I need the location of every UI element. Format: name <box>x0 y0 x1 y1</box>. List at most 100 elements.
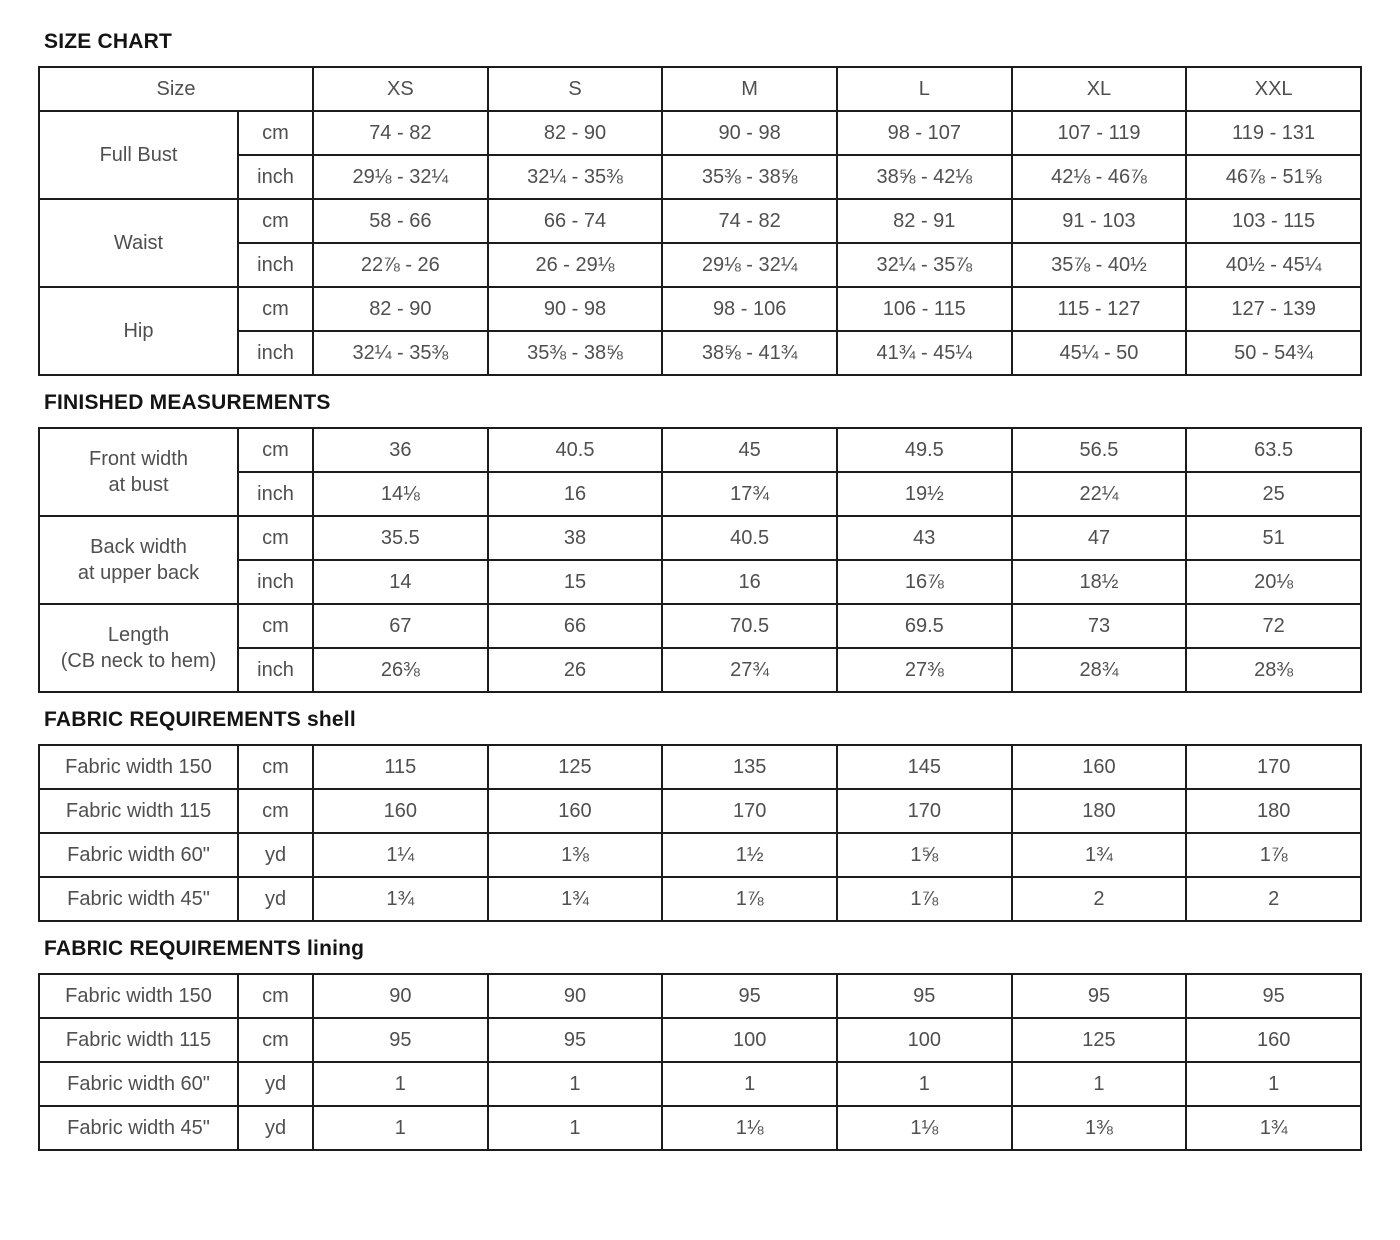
value-cell: 27¾ <box>661 647 838 693</box>
value-cell: 1 <box>661 1061 838 1107</box>
fabric-row: Fabric width 115 cm 95 95 100 100 125 160 <box>38 1017 1362 1063</box>
value-cell: 16 <box>486 471 664 517</box>
value-cell: 1¾ <box>1185 1105 1362 1151</box>
unit-label: cm <box>237 515 314 561</box>
size-col-header: S <box>486 66 664 112</box>
value-cell: 67 <box>312 603 489 649</box>
value-cell: 82 - 90 <box>312 286 489 332</box>
value-cell: 170 <box>835 788 1013 834</box>
fabric-row: Fabric width 115 cm 160 160 170 170 180 180 <box>38 788 1362 834</box>
value-cell: 90 <box>312 973 489 1019</box>
fabric-width-label: Fabric width 115 <box>38 1017 239 1063</box>
value-cell: 20⅛ <box>1185 559 1362 605</box>
value-cell: 1⅝ <box>835 832 1013 878</box>
unit-label: cm <box>237 110 314 156</box>
value-cell: 82 - 90 <box>486 110 664 156</box>
unit-label: cm <box>237 286 314 332</box>
measurement-row: inch 26⅜ 26 27¾ 27⅜ 28¾ 28⅜ <box>39 647 1362 693</box>
value-cell: 103 - 115 <box>1185 198 1362 244</box>
value-cell: 56.5 <box>1010 427 1188 473</box>
measurement-label: Waist <box>38 198 239 288</box>
value-cell: 160 <box>1185 1017 1362 1063</box>
value-cell: 40.5 <box>486 427 664 473</box>
value-cell: 90 - 98 <box>486 286 664 332</box>
value-cell: 69.5 <box>835 603 1013 649</box>
unit-label: yd <box>237 832 314 878</box>
value-cell: 14⅛ <box>312 471 489 517</box>
size-col-header: M <box>661 66 838 112</box>
fabric-row: Fabric width 150 cm 115 125 135 145 160 170 <box>38 744 1362 790</box>
value-cell: 1⅞ <box>835 876 1013 922</box>
fabric-row: Fabric width 150 cm 90 90 95 95 95 95 <box>38 973 1362 1019</box>
fabric-row: Fabric width 60" yd 1 1 1 1 1 1 <box>38 1061 1362 1107</box>
value-cell: 1¼ <box>312 832 489 878</box>
value-cell: 100 <box>835 1017 1013 1063</box>
value-cell: 135 <box>661 744 838 790</box>
value-cell: 18½ <box>1010 559 1188 605</box>
size-col-header: XL <box>1010 66 1188 112</box>
section-heading-fabric-shell: FABRIC REQUIREMENTS shell <box>44 708 356 731</box>
value-cell: 1¾ <box>1010 832 1188 878</box>
value-cell: 38⅝ - 42⅛ <box>835 154 1013 200</box>
value-cell: 1¾ <box>486 876 664 922</box>
value-cell: 160 <box>486 788 664 834</box>
fabric-row: Fabric width 45" yd 1¾ 1¾ 1⅞ 1⅞ 2 2 <box>38 876 1362 922</box>
value-cell: 1 <box>486 1105 664 1151</box>
value-cell: 115 <box>312 744 489 790</box>
value-cell: 119 - 131 <box>1185 110 1362 156</box>
fabric-width-label: Fabric width 115 <box>38 788 239 834</box>
measurement-row: inch 29⅛ - 32¼ 32¼ - 35⅜ 35⅜ - 38⅝ 38⅝ - 42⅛… <box>39 154 1362 200</box>
unit-label: inch <box>237 154 314 200</box>
value-cell: 160 <box>312 788 489 834</box>
value-cell: 1 <box>312 1061 489 1107</box>
value-cell: 1⅞ <box>661 876 838 922</box>
value-cell: 42⅛ - 46⅞ <box>1010 154 1188 200</box>
unit-label: cm <box>237 788 314 834</box>
value-cell: 29⅛ - 32¼ <box>661 242 838 288</box>
value-cell: 106 - 115 <box>835 286 1013 332</box>
value-cell: 66 - 74 <box>486 198 664 244</box>
value-cell: 32¼ - 35⅞ <box>835 242 1013 288</box>
measurement-row: inch 14 15 16 16⅞ 18½ 20⅛ <box>39 559 1362 605</box>
measurement-label: Hip <box>38 286 239 376</box>
size-col-header: XS <box>312 66 489 112</box>
value-cell: 1⅛ <box>835 1105 1013 1151</box>
value-cell: 35⅜ - 38⅝ <box>486 330 664 376</box>
value-cell: 38⅝ - 41¾ <box>661 330 838 376</box>
size-chart-table: Size XS S M L XL XXL Full Bust cm 74 - 82 82 - 90 9… <box>38 66 1362 376</box>
value-cell: 22⅞ - 26 <box>312 242 489 288</box>
value-cell: 90 <box>486 973 664 1019</box>
measurement-label: Back width at upper back <box>38 515 239 605</box>
value-cell: 16⅞ <box>835 559 1013 605</box>
unit-label: cm <box>237 744 314 790</box>
size-header-cell: Size <box>38 66 314 112</box>
value-cell: 95 <box>486 1017 664 1063</box>
value-cell: 125 <box>1010 1017 1188 1063</box>
value-cell: 38 <box>486 515 664 561</box>
fabric-width-label: Fabric width 150 <box>38 744 239 790</box>
value-cell: 160 <box>1010 744 1188 790</box>
value-cell: 19½ <box>835 471 1013 517</box>
unit-label: yd <box>237 1105 314 1151</box>
value-cell: 26⅜ <box>312 647 489 693</box>
value-cell: 49.5 <box>835 427 1013 473</box>
value-cell: 170 <box>1185 744 1362 790</box>
value-cell: 1⅞ <box>1185 832 1362 878</box>
measurement-row: Waist cm 58 - 66 66 - 74 74 - 82 82 - 91 91 - … <box>38 198 1362 288</box>
value-cell: 95 <box>835 973 1013 1019</box>
fabric-width-label: Fabric width 60" <box>38 1061 239 1107</box>
value-cell: 66 <box>486 603 664 649</box>
measurement-row: inch 22⅞ - 26 26 - 29⅛ 29⅛ - 32¼ 32¼ - 35⅞ 35… <box>39 242 1362 288</box>
value-cell: 1 <box>1010 1061 1188 1107</box>
measurement-label: Length (CB neck to hem) <box>38 603 239 693</box>
measurement-row: Length (CB neck to hem) cm 67 66 70.5 69.5 73 72 <box>38 603 1362 693</box>
measurement-row: Back width at upper back cm 35.5 38 40.5 43 47 5… <box>38 515 1362 605</box>
value-cell: 45¼ - 50 <box>1010 330 1188 376</box>
value-cell: 115 - 127 <box>1010 286 1188 332</box>
value-cell: 72 <box>1185 603 1362 649</box>
value-cell: 170 <box>661 788 838 834</box>
value-cell: 100 <box>661 1017 838 1063</box>
value-cell: 74 - 82 <box>312 110 489 156</box>
unit-label: yd <box>237 876 314 922</box>
